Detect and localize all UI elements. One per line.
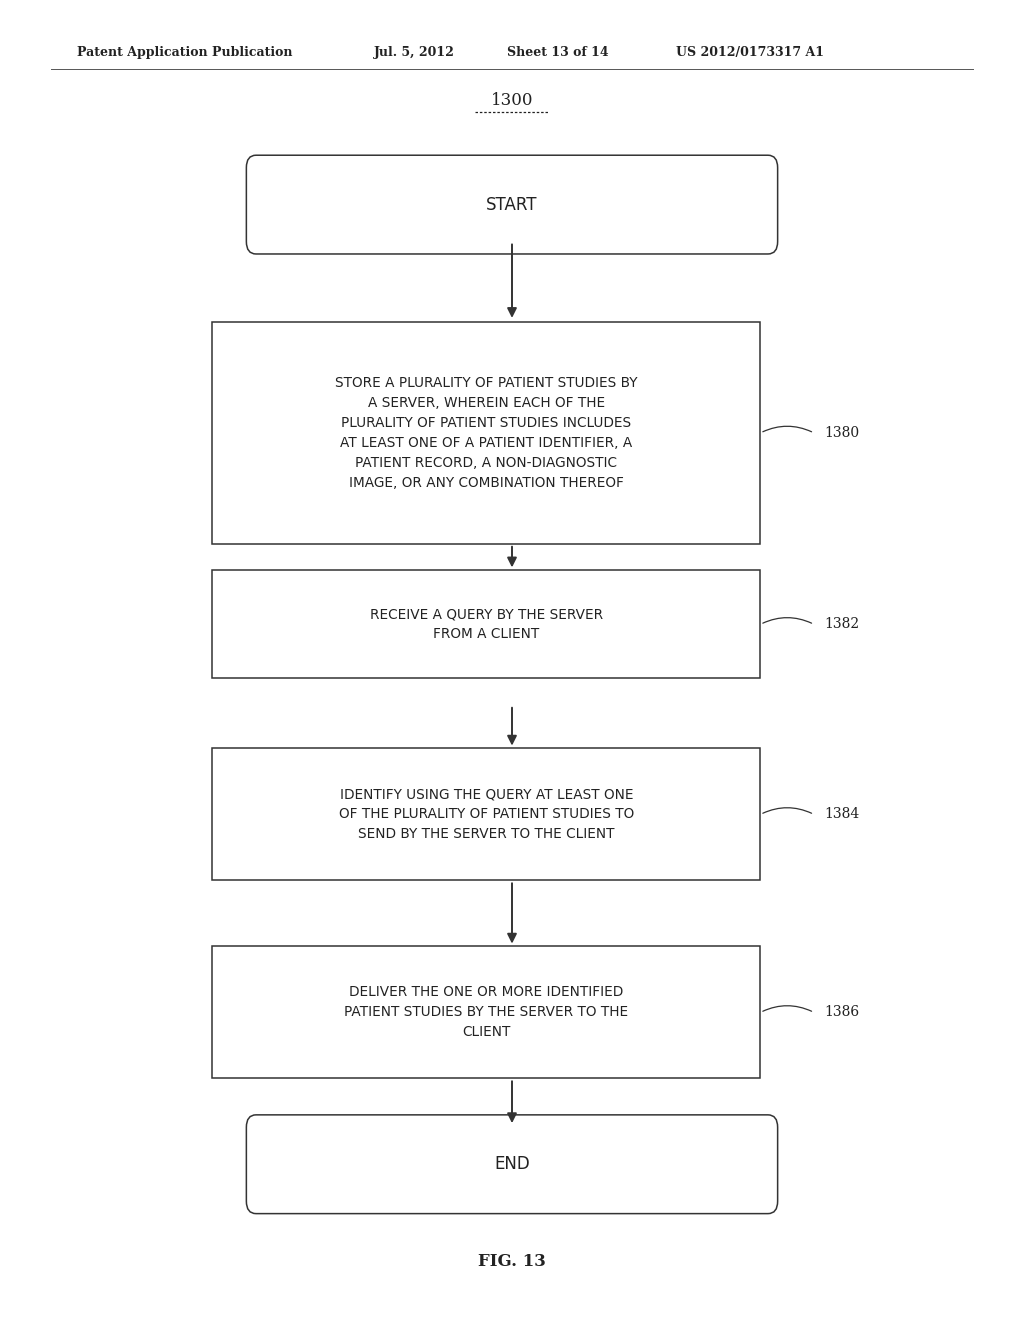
- Text: Jul. 5, 2012: Jul. 5, 2012: [374, 46, 455, 59]
- FancyBboxPatch shape: [212, 946, 760, 1078]
- Text: START: START: [486, 195, 538, 214]
- Text: 1300: 1300: [490, 92, 534, 108]
- FancyBboxPatch shape: [212, 322, 760, 544]
- FancyBboxPatch shape: [212, 570, 760, 678]
- Text: Patent Application Publication: Patent Application Publication: [77, 46, 292, 59]
- Text: 1386: 1386: [824, 1006, 859, 1019]
- FancyBboxPatch shape: [212, 748, 760, 880]
- Text: 1382: 1382: [824, 618, 859, 631]
- Text: RECEIVE A QUERY BY THE SERVER
FROM A CLIENT: RECEIVE A QUERY BY THE SERVER FROM A CLI…: [370, 607, 603, 642]
- FancyBboxPatch shape: [247, 156, 777, 253]
- Text: IDENTIFY USING THE QUERY AT LEAST ONE
OF THE PLURALITY OF PATIENT STUDIES TO
SEN: IDENTIFY USING THE QUERY AT LEAST ONE OF…: [339, 788, 634, 841]
- FancyBboxPatch shape: [247, 1115, 777, 1213]
- Text: US 2012/0173317 A1: US 2012/0173317 A1: [676, 46, 824, 59]
- Text: 1384: 1384: [824, 808, 859, 821]
- Text: END: END: [495, 1155, 529, 1173]
- Text: STORE A PLURALITY OF PATIENT STUDIES BY
A SERVER, WHEREIN EACH OF THE
PLURALITY : STORE A PLURALITY OF PATIENT STUDIES BY …: [335, 376, 638, 490]
- Text: DELIVER THE ONE OR MORE IDENTIFIED
PATIENT STUDIES BY THE SERVER TO THE
CLIENT: DELIVER THE ONE OR MORE IDENTIFIED PATIE…: [344, 986, 629, 1039]
- Text: 1380: 1380: [824, 426, 859, 440]
- Text: FIG. 13: FIG. 13: [478, 1254, 546, 1270]
- Text: Sheet 13 of 14: Sheet 13 of 14: [507, 46, 608, 59]
